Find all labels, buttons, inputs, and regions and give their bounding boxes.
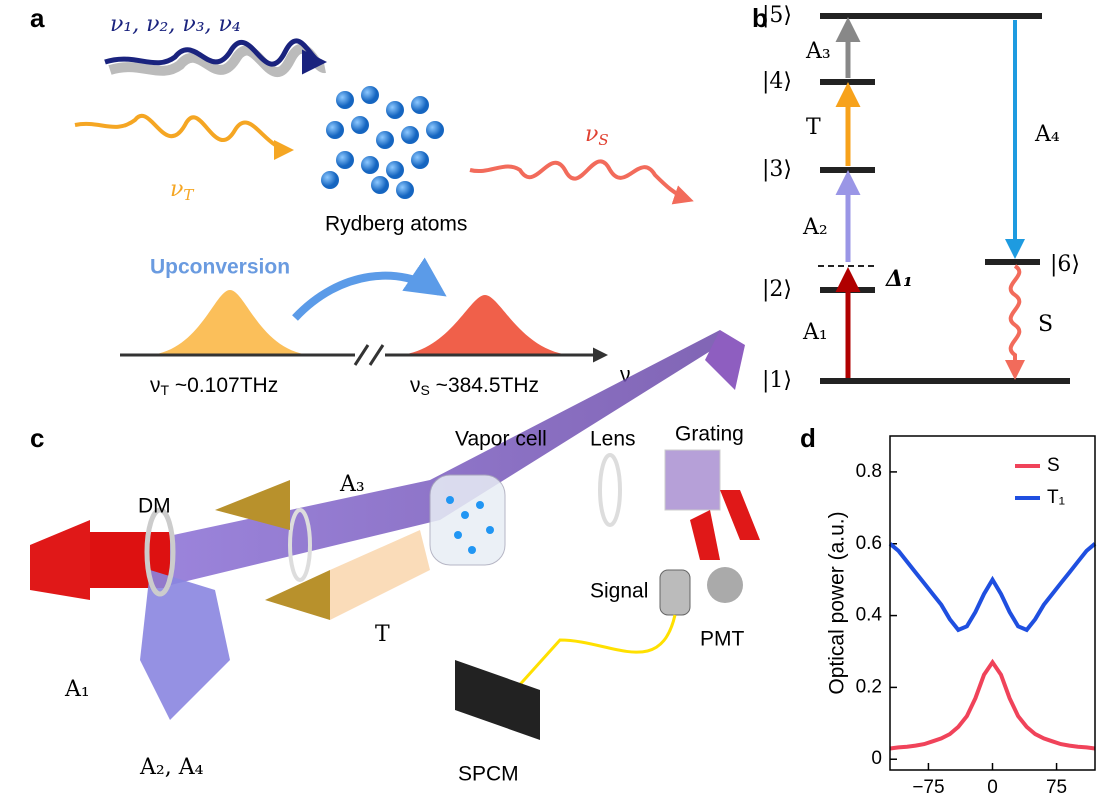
y-tick-label: 0.8	[856, 461, 882, 482]
part-label: A₂, A₄	[139, 755, 204, 780]
levels	[820, 16, 1070, 381]
signal-wave	[470, 161, 690, 200]
x-tick-label: 75	[1046, 777, 1067, 796]
part-label: T	[375, 622, 390, 647]
level-label: |4⟩	[762, 69, 792, 94]
figure: a ν₁, ν₂, ν₃, ν₄ νT Rydberg atoms νS Upc…	[0, 0, 1105, 796]
y-tick-label: 0.4	[856, 605, 883, 626]
level-label: |6⟩	[1050, 252, 1080, 277]
t-beam	[330, 530, 430, 620]
part-label: Grating	[675, 423, 744, 446]
y-tick-label: 0.6	[856, 533, 882, 554]
y-tick-label: 0.2	[856, 676, 882, 697]
probe-label: ν₁, ν₂, ν₃, ν₄	[110, 12, 241, 37]
part-label: A₃	[339, 472, 365, 497]
transition-label: T	[806, 115, 821, 140]
x-tick-label: 0	[987, 777, 998, 796]
a1-cone	[30, 520, 90, 600]
transition-label: A₃	[805, 39, 831, 64]
upconversion-arrow	[295, 276, 440, 318]
part-label: DM	[138, 495, 171, 518]
spcm	[455, 660, 540, 740]
part-label: A₁	[64, 677, 90, 702]
chart: 00.20.40.60.8−75075ST₁Δ₁/2π (MHz)Optical…	[826, 436, 1095, 796]
atom-cluster	[321, 86, 444, 199]
level-label: |2⟩	[762, 277, 792, 302]
series-line	[890, 544, 1095, 630]
part-label: Signal	[590, 580, 648, 603]
part-label: SPCM	[458, 763, 519, 786]
thz-label: νT	[170, 177, 194, 204]
transition-label: S	[1038, 312, 1053, 337]
level-label: |1⟩	[762, 368, 792, 393]
signal-peak	[400, 295, 570, 355]
axis-low-label: νT ~0.107THz	[150, 374, 278, 398]
part-label: Vapor cell	[455, 428, 547, 451]
legend-label: S	[1047, 455, 1060, 476]
vapor-cell	[430, 475, 505, 565]
grating	[665, 450, 720, 510]
part-label: PMT	[700, 628, 745, 651]
transition-label: A₄	[1034, 122, 1060, 147]
thz-peak	[150, 290, 310, 355]
transition-label: A₁	[802, 320, 828, 345]
part-label: Lens	[590, 428, 636, 451]
y-tick-label: 0	[871, 748, 882, 769]
signal-beam	[690, 510, 720, 560]
level-label: |5⟩	[762, 3, 792, 28]
pmt	[707, 567, 743, 603]
signal-label: νS	[585, 122, 609, 149]
fiber	[515, 615, 675, 690]
detuning-label: Δ₁	[885, 266, 913, 292]
thz-wave	[75, 116, 290, 150]
panel-label: d	[800, 423, 816, 453]
y-axis-label: Optical power (a.u.)	[826, 511, 849, 694]
axis-high-label: νS ~384.5THz	[410, 374, 539, 398]
s-arrow	[1011, 266, 1020, 376]
transition-label: A₂	[802, 215, 828, 240]
lens	[600, 455, 620, 525]
signal-coupler	[660, 570, 690, 615]
panel-label: c	[30, 423, 44, 453]
panel-label: a	[30, 3, 45, 33]
atoms-label: Rydberg atoms	[325, 213, 467, 236]
level-label: |3⟩	[762, 157, 792, 182]
axis-break	[355, 345, 383, 365]
pmt-beam	[720, 490, 760, 540]
x-tick-label: −75	[912, 777, 944, 796]
legend-label: T₁	[1047, 487, 1065, 508]
series-line	[890, 662, 1095, 748]
process-label: Upconversion	[150, 256, 290, 279]
